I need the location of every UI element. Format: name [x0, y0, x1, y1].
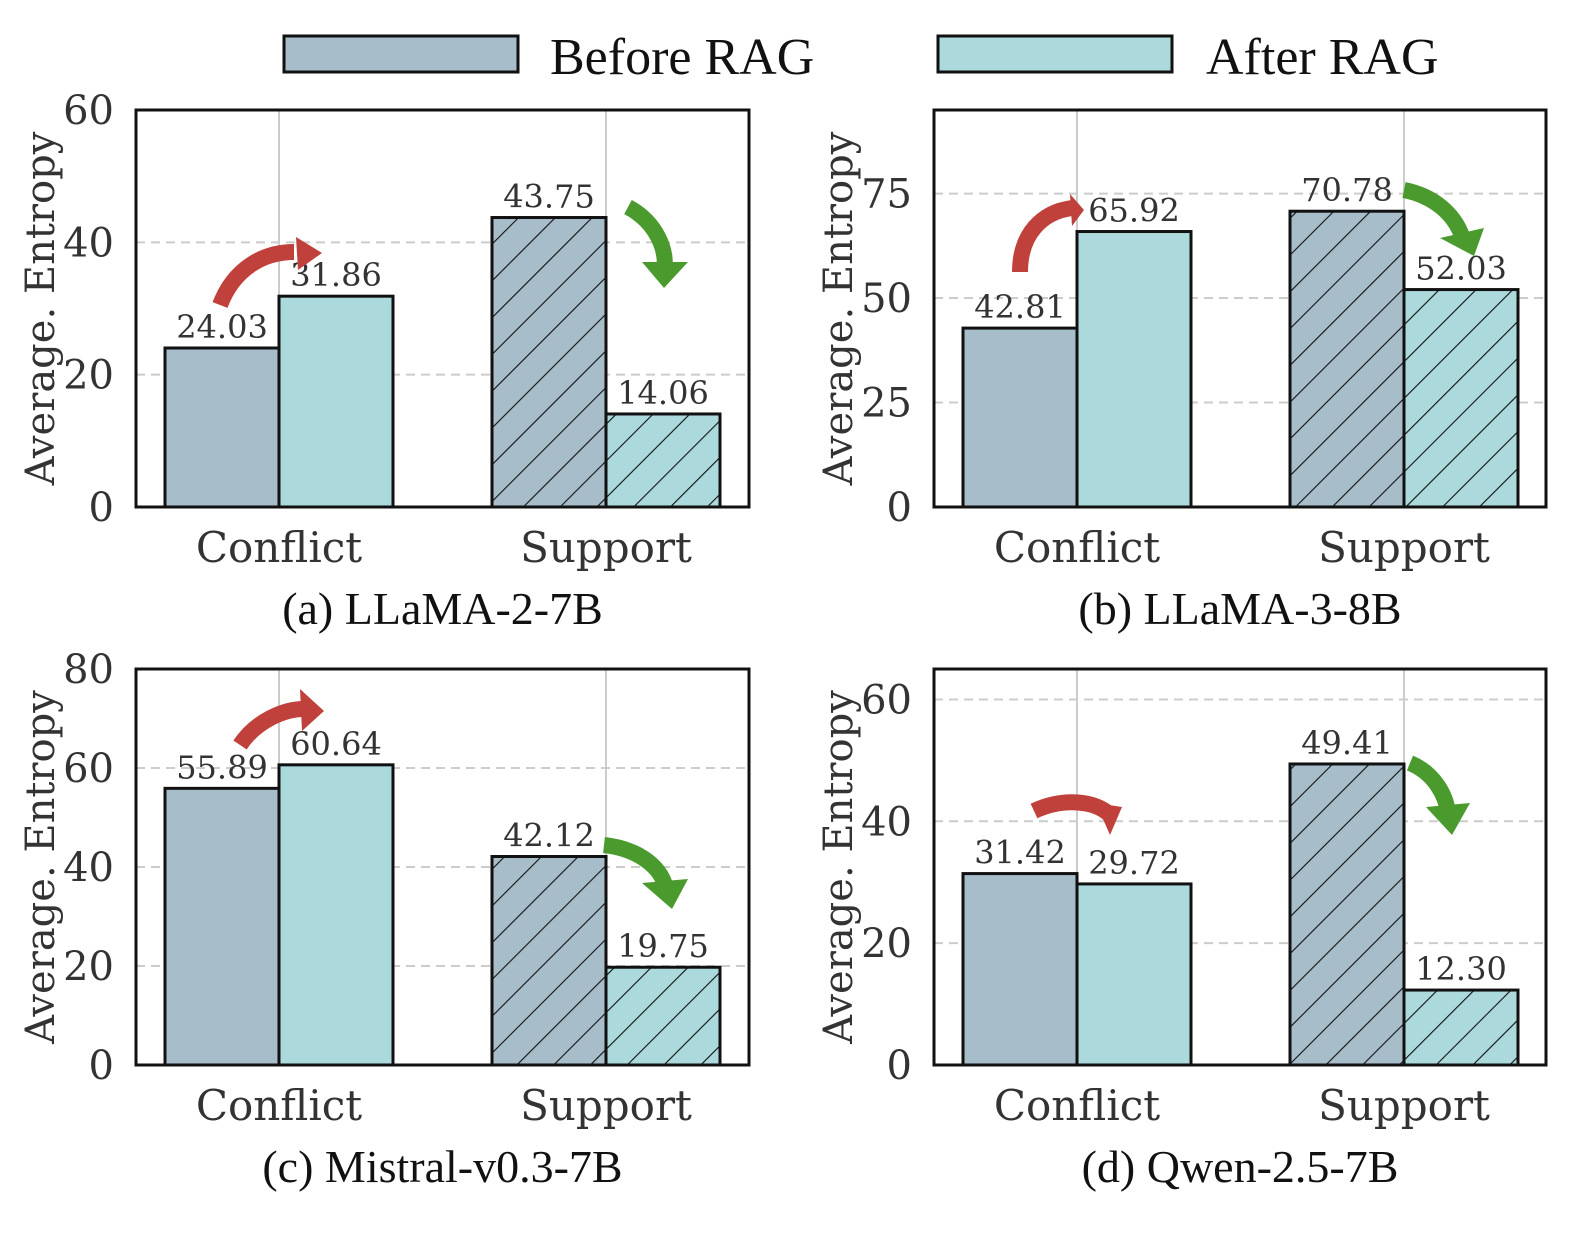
chart-panel-3: 0 20 40 60 80 55.89 42.12 60.64 19.75 Conflict Sup… [18, 647, 751, 1192]
legend-after-label: After RAG [1206, 29, 1439, 86]
bar-after-conflict [277, 763, 395, 1067]
increase-arrow-icon [212, 237, 322, 309]
x-tick-label: Support [520, 523, 692, 572]
bar-before-conflict [163, 346, 281, 509]
bar-after-support [604, 412, 722, 509]
bar-after-conflict [1075, 882, 1193, 1067]
y-axis-label: Average. Entropy [18, 690, 64, 1045]
x-tick-label: Conflict [196, 1081, 362, 1130]
y-tick-label: 75 [861, 172, 912, 218]
y-tick-label: 80 [63, 647, 114, 693]
x-tick-label: Support [1318, 1081, 1490, 1130]
bar-value-label: 24.03 [176, 308, 268, 346]
plot-frame [932, 108, 1548, 509]
decrease-arrow-icon [602, 837, 688, 909]
y-tick-label: 0 [887, 1043, 912, 1089]
bar-value-label: 14.06 [617, 374, 709, 412]
bar-value-label: 60.64 [290, 725, 382, 763]
y-tick-label: 20 [63, 944, 114, 990]
y-tick-label: 60 [861, 677, 912, 723]
y-axis-label: Average. Entropy [816, 131, 862, 486]
bar-value-label: 70.78 [1301, 171, 1393, 209]
x-tick-label: Conflict [994, 523, 1160, 572]
bar-before-support [490, 855, 608, 1067]
legend-before-swatch [282, 34, 520, 74]
legend-before-label: Before RAG [550, 29, 814, 86]
x-tick-label: Conflict [196, 523, 362, 572]
plot-frame [134, 108, 751, 509]
bar-value-label: 43.75 [503, 178, 595, 216]
bar-value-label: 65.92 [1088, 192, 1180, 230]
panel-title: (b) LLaMA-3-8B [1078, 583, 1401, 634]
y-tick-label: 60 [63, 746, 114, 792]
y-axis-label: Average. Entropy [18, 131, 64, 486]
y-tick-label: 60 [63, 88, 114, 134]
y-tick-label: 0 [89, 485, 114, 531]
bar-after-conflict [1075, 230, 1193, 509]
y-axis-label: Average. Entropy [816, 690, 862, 1045]
bar-after-support [604, 965, 722, 1067]
bar-value-label: 12.30 [1415, 950, 1507, 988]
y-tick-label: 40 [63, 220, 114, 266]
bar-value-label: 19.75 [617, 927, 709, 965]
plot-frame [134, 667, 751, 1067]
bar-before-support [1288, 762, 1406, 1067]
legend-after-swatch [936, 34, 1174, 74]
panel-title: (a) LLaMA-2-7B [282, 583, 603, 634]
panel-title: (c) Mistral-v0.3-7B [262, 1141, 622, 1192]
chart-panel-4: 0 20 40 60 31.42 49.41 29.72 12.30 Conflict Suppo… [816, 667, 1548, 1192]
y-tick-label: 40 [63, 845, 114, 891]
bar-before-conflict [961, 326, 1079, 509]
y-tick-label: 0 [887, 485, 912, 531]
bar-before-support [1288, 209, 1406, 509]
legend: Before RAG After RAG [282, 29, 1439, 86]
bar-value-label: 42.12 [503, 817, 595, 855]
bar-value-label: 29.72 [1088, 844, 1180, 882]
y-tick-label: 25 [861, 381, 912, 427]
x-tick-label: Support [1318, 523, 1490, 572]
y-tick-label: 20 [63, 353, 114, 399]
bar-before-support [490, 216, 608, 509]
x-tick-label: Conflict [994, 1081, 1160, 1130]
decrease-arrow-icon [1402, 182, 1484, 256]
y-tick-label: 20 [861, 921, 912, 967]
increase-arrow-icon [1012, 194, 1084, 273]
bar-value-label: 49.41 [1301, 724, 1393, 762]
y-tick-label: 50 [861, 276, 912, 322]
x-tick-label: Support [520, 1081, 692, 1130]
plot-frame [932, 667, 1548, 1067]
bar-value-label: 31.42 [974, 834, 1066, 872]
bar-after-conflict [277, 294, 395, 509]
bar-value-label: 42.81 [974, 288, 1066, 326]
increase-arrow-icon [233, 689, 324, 750]
panel-title: (d) Qwen-2.5-7B [1082, 1141, 1399, 1192]
decrease-arrow-icon [623, 199, 688, 288]
decrease-arrow-icon [1406, 755, 1470, 835]
bar-after-support [1402, 288, 1520, 509]
y-tick-label: 0 [89, 1043, 114, 1089]
bar-value-label: 52.03 [1415, 250, 1507, 288]
y-tick-label: 40 [861, 799, 912, 845]
bar-before-conflict [163, 786, 281, 1067]
chart-panel-2: 0 25 50 75 42.81 70.78 65.92 52.03 Conflict Suppo… [816, 108, 1548, 634]
increase-arrow-icon [1030, 794, 1122, 835]
bar-value-label: 55.89 [176, 748, 268, 786]
bar-after-support [1402, 988, 1520, 1067]
bar-before-conflict [961, 872, 1079, 1067]
